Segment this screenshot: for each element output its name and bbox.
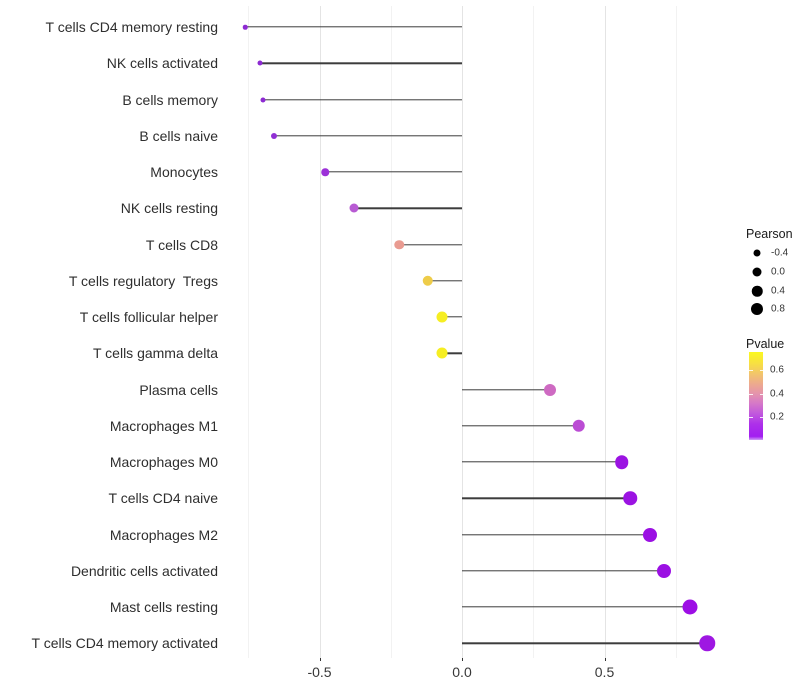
- pvalue-legend-label: 0.6: [770, 364, 784, 376]
- lollipop-segment: [462, 606, 690, 608]
- x-axis-tick-label: -0.5: [307, 664, 332, 680]
- y-axis-category-label: Monocytes: [150, 164, 218, 180]
- pearson-legend-label: -0.4: [771, 247, 789, 259]
- lollipop-segment: [399, 243, 462, 246]
- pvalue-bar-tick: [759, 370, 763, 371]
- lollipop-dot: [436, 311, 448, 323]
- pearson-legend-dot: [751, 303, 763, 315]
- lollipop-segment: [262, 98, 462, 101]
- lollipop-dot: [544, 383, 557, 396]
- y-axis-category-label: Macrophages M1: [109, 417, 218, 434]
- lollipop-segment: [259, 62, 462, 64]
- pvalue-legend-label: 0.2: [770, 411, 784, 423]
- lollipop-segment: [442, 316, 462, 318]
- lollipop-dot: [699, 635, 715, 651]
- lollipop-segment: [462, 570, 665, 572]
- pvalue-bar-tick: [749, 393, 753, 395]
- lollipop-dot: [623, 491, 637, 505]
- lollipop-segment: [325, 171, 462, 173]
- pvalue-bar-tick: [749, 417, 753, 418]
- pvalue-bar-tick: [749, 370, 753, 371]
- gridline-major: [462, 6, 463, 658]
- y-axis-category-label: T cells CD8: [145, 236, 218, 253]
- lollipop-segment: [427, 280, 462, 282]
- y-axis-category-label: T cells CD4 memory activated: [31, 635, 218, 652]
- y-axis-category-label: NK cells activated: [106, 55, 218, 72]
- lollipop-dot: [572, 419, 586, 432]
- x-axis-tick-label: 0.0: [452, 664, 472, 680]
- y-axis-category-label: T cells CD4 naive: [108, 490, 218, 507]
- pearson-legend-title: Pearson: [746, 227, 793, 241]
- gridline-minor: [248, 6, 250, 658]
- pearson-legend-dot: [752, 267, 762, 277]
- pearson-legend-label: 0.0: [771, 266, 785, 278]
- y-axis-category-label: T cells gamma delta: [92, 345, 218, 362]
- lollipop-dot: [270, 132, 277, 139]
- lollipop-dot: [436, 347, 448, 359]
- lollipop-segment: [245, 26, 462, 28]
- gridline-major: [319, 6, 321, 658]
- lollipop-segment: [462, 461, 622, 463]
- y-axis-category-label: Macrophages M0: [109, 454, 218, 470]
- gridline-minor: [390, 6, 392, 658]
- y-axis-category-label: Plasma cells: [139, 381, 218, 398]
- x-axis-tick: [462, 658, 463, 661]
- y-axis-category-label: Dendritic cells activated: [70, 562, 218, 579]
- y-axis-category-label: T cells follicular helper: [79, 309, 218, 325]
- lollipop-dot: [243, 24, 248, 30]
- lollipop-segment: [462, 533, 651, 536]
- pvalue-legend-title: Pvalue: [746, 337, 785, 351]
- lollipop-segment: [462, 497, 631, 499]
- lollipop-dot: [682, 599, 698, 615]
- pearson-legend-label: 0.8: [771, 303, 785, 315]
- x-axis-tick: [319, 658, 321, 661]
- y-axis-category-label: T cells CD4 memory resting: [45, 19, 218, 35]
- pvalue-bar-tick: [759, 417, 763, 418]
- lollipop-segment: [273, 135, 462, 137]
- lollipop-dot: [257, 60, 263, 66]
- lollipop-segment: [353, 207, 462, 209]
- pearson-legend-dot: [751, 285, 763, 297]
- lollipop-dot: [657, 563, 672, 578]
- pvalue-bar-tick: [759, 393, 763, 395]
- gridline-minor: [533, 6, 535, 658]
- lollipop-dot: [394, 239, 405, 250]
- x-axis-tick-label: 0.5: [594, 664, 615, 680]
- lollipop-dot: [614, 455, 629, 469]
- y-axis-category-label: T cells regulatory Tregs: [68, 272, 218, 289]
- gridline-minor: [675, 6, 677, 658]
- pearson-legend-dot: [753, 249, 761, 257]
- lollipop-dot: [260, 97, 265, 102]
- y-axis-category-label: Mast cells resting: [109, 599, 218, 615]
- pvalue-legend-label: 0.4: [770, 388, 784, 399]
- y-axis-category-label: Macrophages M2: [109, 526, 218, 543]
- lollipop-dot: [643, 527, 658, 542]
- y-axis-category-label: B cells memory: [122, 91, 218, 108]
- gridline-major: [604, 6, 606, 658]
- lollipop-segment: [442, 352, 462, 354]
- pearson-legend-label: 0.4: [771, 285, 785, 297]
- lollipop-dot: [422, 275, 434, 286]
- lollipop-segment: [462, 642, 708, 644]
- lollipop-dot: [349, 203, 359, 213]
- pvalue-gradient-bar: [749, 352, 763, 440]
- lollipop-segment: [462, 388, 551, 391]
- y-axis-category-label: B cells naive: [139, 127, 218, 144]
- x-axis-tick: [604, 658, 606, 661]
- lollipop-segment: [462, 425, 579, 427]
- lollipop-dot: [321, 168, 329, 176]
- y-axis-category-label: NK cells resting: [120, 200, 218, 217]
